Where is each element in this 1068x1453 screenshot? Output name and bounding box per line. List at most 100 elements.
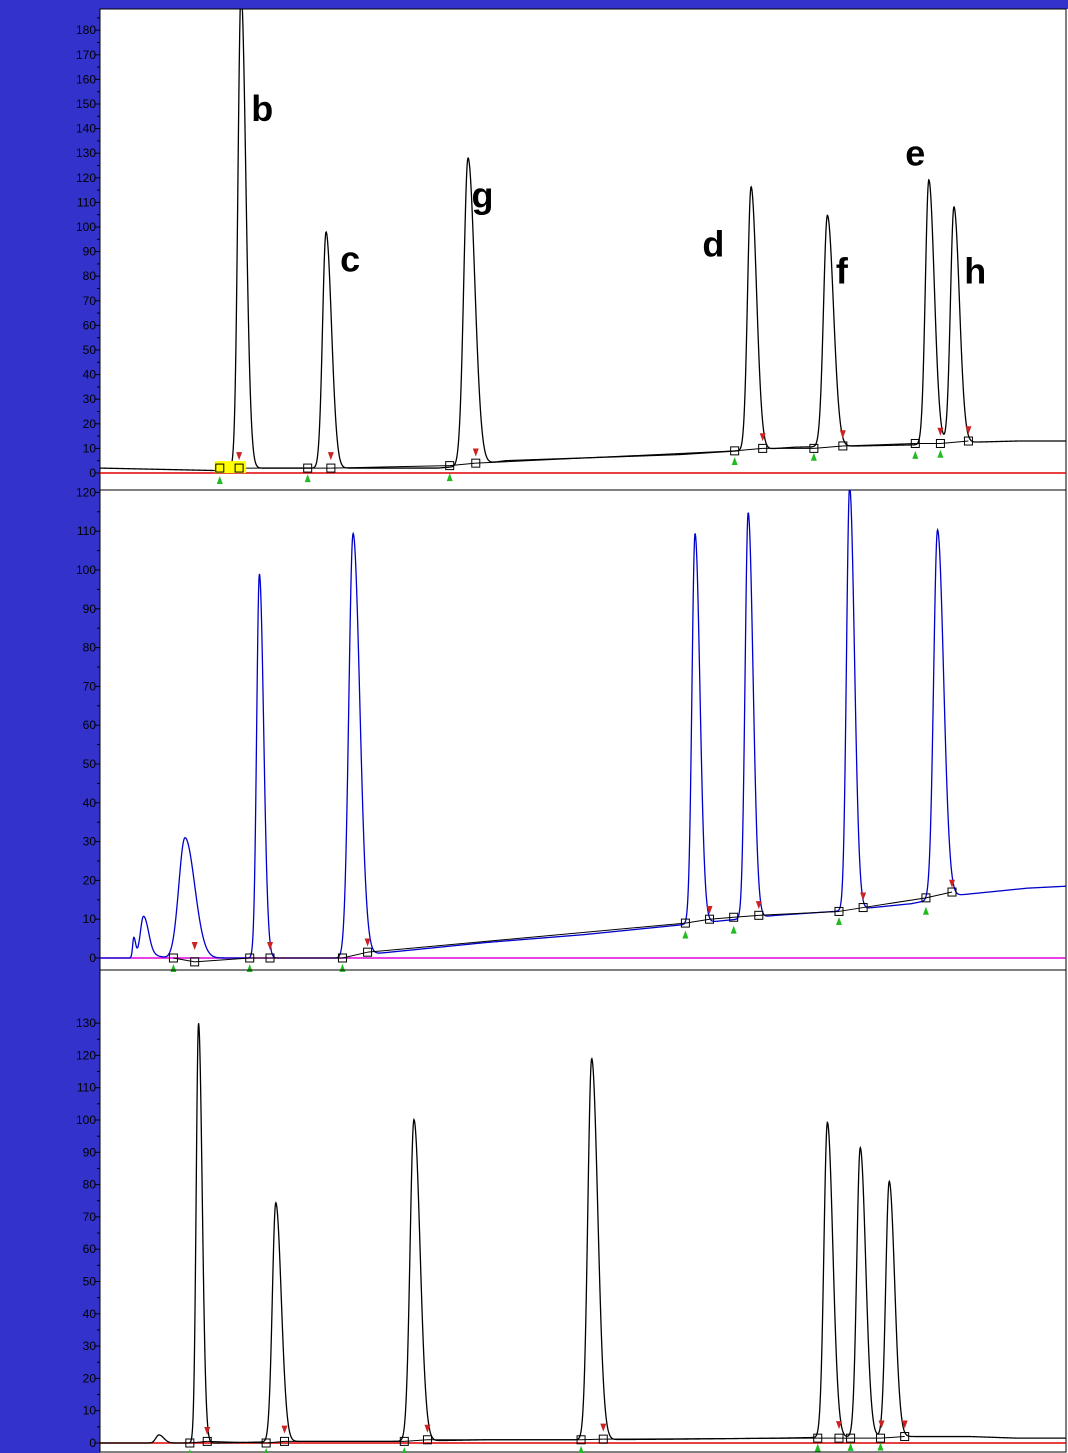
integration-baseline: [330, 465, 450, 469]
integration-point: [234, 463, 244, 473]
y-tick-label: 60: [83, 1242, 97, 1256]
y-tick-label: 50: [83, 1275, 97, 1289]
peak-label-b: b: [251, 88, 273, 129]
integration-point: [730, 446, 740, 456]
y-tick-label: 70: [83, 294, 97, 308]
integration-baseline: [207, 1440, 267, 1444]
peak-end-marker: [878, 1420, 885, 1429]
plot-frame: [99, 969, 1067, 1453]
peak-label-f: f: [836, 251, 849, 292]
peak-start-marker: [731, 457, 738, 466]
peak-start-marker: [402, 1447, 407, 1453]
peak-end-marker: [472, 448, 479, 457]
peak-start-marker: [814, 1443, 821, 1452]
integration-point: [190, 957, 200, 967]
y-tick-label: 30: [83, 835, 97, 849]
peak-start-marker: [922, 906, 929, 915]
integration-baseline: [813, 445, 843, 449]
peak-end-marker: [860, 892, 867, 901]
peak-start-marker: [810, 452, 817, 461]
integration-point: [445, 461, 455, 471]
integration-point: [326, 463, 336, 473]
y-tick-label: 10: [83, 912, 97, 926]
integration-baseline: [734, 447, 763, 452]
y-tick-label: 150: [76, 97, 96, 111]
y-tick-label: 120: [76, 485, 96, 499]
peak-end-marker: [835, 1421, 842, 1430]
integration-point: [215, 463, 225, 473]
y-tick-label: 40: [83, 368, 97, 382]
y-tick-label: 80: [83, 641, 97, 655]
peak-start-marker: [847, 1442, 854, 1451]
y-tick-label: 140: [76, 122, 96, 136]
integration-point: [168, 953, 178, 963]
integration-point: [838, 441, 848, 451]
chromatogram-panel-2: 0 10 20 30 40 50 60 70 80 90 100 110 120: [76, 485, 1067, 972]
y-tick-label: 20: [83, 1371, 97, 1385]
peak-start-marker: [339, 963, 346, 972]
peak-end-marker: [759, 433, 766, 442]
y-tick-label: 60: [83, 718, 97, 732]
integration-baseline: [189, 1440, 208, 1444]
integration-point: [303, 463, 313, 473]
y-tick-label: 90: [83, 245, 97, 259]
integration-point: [834, 1433, 844, 1443]
y-tick-label: 100: [76, 1113, 96, 1127]
peak-end-marker: [706, 906, 713, 915]
y-tick-label: 120: [76, 171, 96, 185]
y-tick-label: 120: [76, 1048, 96, 1062]
selected-peak-highlight: [214, 461, 247, 474]
integration-point: [963, 436, 973, 446]
chromatogram-panel-3: 0 10 20 30 40 50 60 70 80 90 100 110 120 130: [76, 969, 1067, 1453]
peak-start-marker: [246, 964, 253, 972]
y-tick-label: 0: [89, 1436, 96, 1450]
y-tick-label: 0: [89, 951, 96, 965]
y-tick-label: 110: [77, 524, 96, 538]
y-tick-label: 110: [77, 195, 96, 209]
y-tick-label: 50: [83, 757, 97, 771]
y-tick-label: 30: [83, 1339, 97, 1353]
y-tick-label: 100: [76, 563, 96, 577]
peak-start-marker: [682, 930, 689, 939]
integration-point: [471, 458, 481, 468]
y-tick-label: 110: [77, 1081, 96, 1095]
y-tick-label: 30: [83, 392, 97, 406]
peak-end-marker: [949, 879, 956, 888]
peak-end-marker: [364, 938, 371, 947]
y-tick-label: 130: [76, 1016, 96, 1030]
integration-point: [363, 947, 373, 957]
integration-baseline: [863, 897, 927, 909]
integration-baseline: [367, 922, 686, 953]
integration-point: [280, 1436, 290, 1446]
integration-baseline: [842, 442, 916, 447]
integration-baseline: [603, 1437, 818, 1440]
y-tick-label: 70: [83, 679, 97, 693]
integration-baseline: [266, 1440, 285, 1444]
y-tick-label: 20: [83, 417, 97, 431]
integration-point: [399, 1436, 409, 1446]
chromatogram-panel-1: 0 10 20 30 40 50 60 70 80 90 100 110 120 130 140 150 160…: [76, 8, 1067, 491]
peak-start-marker: [446, 473, 453, 482]
peak-end-marker: [755, 901, 762, 910]
peak-end-marker: [965, 426, 972, 435]
integration-baseline: [194, 957, 250, 963]
signal-trace: [100, 1023, 1066, 1444]
integration-point: [680, 918, 690, 928]
y-tick-label: 90: [83, 1145, 97, 1159]
top-bar: [0, 0, 1068, 9]
y-tick-label: 60: [83, 318, 97, 332]
integration-baseline: [581, 1438, 604, 1441]
peak-end-marker: [267, 942, 274, 950]
peak-end-marker: [424, 1424, 431, 1433]
peak-label-d: d: [702, 224, 724, 265]
integration-point: [813, 1433, 823, 1443]
plot-frame: [99, 489, 1067, 971]
peak-start-marker: [170, 964, 177, 972]
signal-trace: [100, 490, 1066, 959]
integration-point: [809, 443, 819, 453]
y-tick-label: 70: [83, 1210, 97, 1224]
peak-start-marker: [835, 916, 842, 925]
peak-start-marker: [188, 1449, 192, 1453]
y-tick-label: 0: [89, 466, 96, 480]
